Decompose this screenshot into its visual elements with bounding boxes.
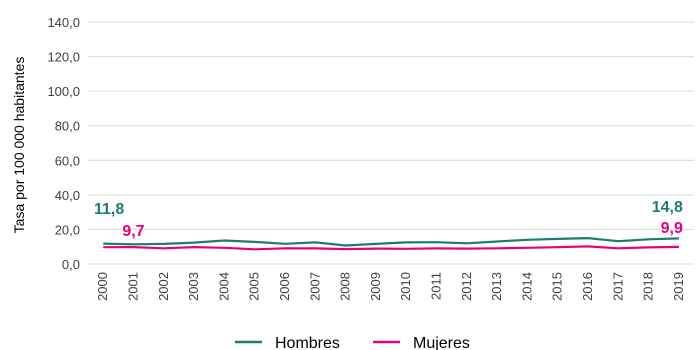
y-tick-label: 100,0 xyxy=(47,84,80,99)
data-label: 14,8 xyxy=(652,199,683,216)
x-tick-label: 2018 xyxy=(641,272,656,301)
data-labels: 11,8 9,7 14,8 9,9 xyxy=(94,199,683,240)
y-tick-label: 40,0 xyxy=(55,188,80,203)
y-tick-label: 60,0 xyxy=(55,153,80,168)
x-tick-label: 2019 xyxy=(671,272,686,301)
x-tick-labels: 2000 2001 2002 2003 2004 2005 2006 2007 2008 2009… xyxy=(95,272,686,301)
y-axis-label: Tasa por 100 000 habitantes xyxy=(11,57,27,234)
x-tick-label: 2013 xyxy=(489,272,504,301)
x-tick-label: 2006 xyxy=(277,272,292,301)
y-tick-label: 140,0 xyxy=(47,15,80,30)
x-tick-label: 2009 xyxy=(368,272,383,301)
y-tick-label: 0,0 xyxy=(62,257,80,272)
x-tick-label: 2014 xyxy=(519,272,534,301)
data-label: 9,7 xyxy=(122,223,144,240)
x-tick-label: 2008 xyxy=(338,272,353,301)
x-tick-label: 2002 xyxy=(156,272,171,301)
series-line-hombres xyxy=(103,237,679,247)
x-tick-label: 2010 xyxy=(398,272,413,301)
y-tick-labels: 0,0 20,0 40,0 60,0 80,0 100,0 120,0 140,0 xyxy=(47,15,80,272)
x-tick-label: 2011 xyxy=(428,272,443,300)
x-tick-label: 2000 xyxy=(95,272,110,301)
x-tick-label: 2007 xyxy=(307,272,322,301)
x-tick-label: 2015 xyxy=(550,272,565,301)
x-tick-label: 2005 xyxy=(247,272,262,301)
legend-label: Mujeres xyxy=(413,335,470,350)
x-tick-label: 2012 xyxy=(459,272,474,301)
x-tick-label: 2004 xyxy=(216,272,231,301)
series-lines xyxy=(103,237,679,251)
legend-label: Hombres xyxy=(275,335,340,350)
x-tick-label: 2003 xyxy=(186,272,201,301)
data-label: 9,9 xyxy=(661,220,683,237)
y-tick-label: 20,0 xyxy=(55,222,80,237)
x-tick-label: 2001 xyxy=(125,272,140,301)
x-tick-label: 2016 xyxy=(580,272,595,301)
legend: Hombres Mujeres xyxy=(235,335,470,350)
data-label: 11,8 xyxy=(94,201,124,218)
y-tick-label: 120,0 xyxy=(47,50,80,65)
x-tick-label: 2017 xyxy=(610,272,625,301)
y-tick-label: 80,0 xyxy=(55,119,80,134)
gridlines xyxy=(88,21,694,265)
series-line-mujeres xyxy=(103,245,679,251)
